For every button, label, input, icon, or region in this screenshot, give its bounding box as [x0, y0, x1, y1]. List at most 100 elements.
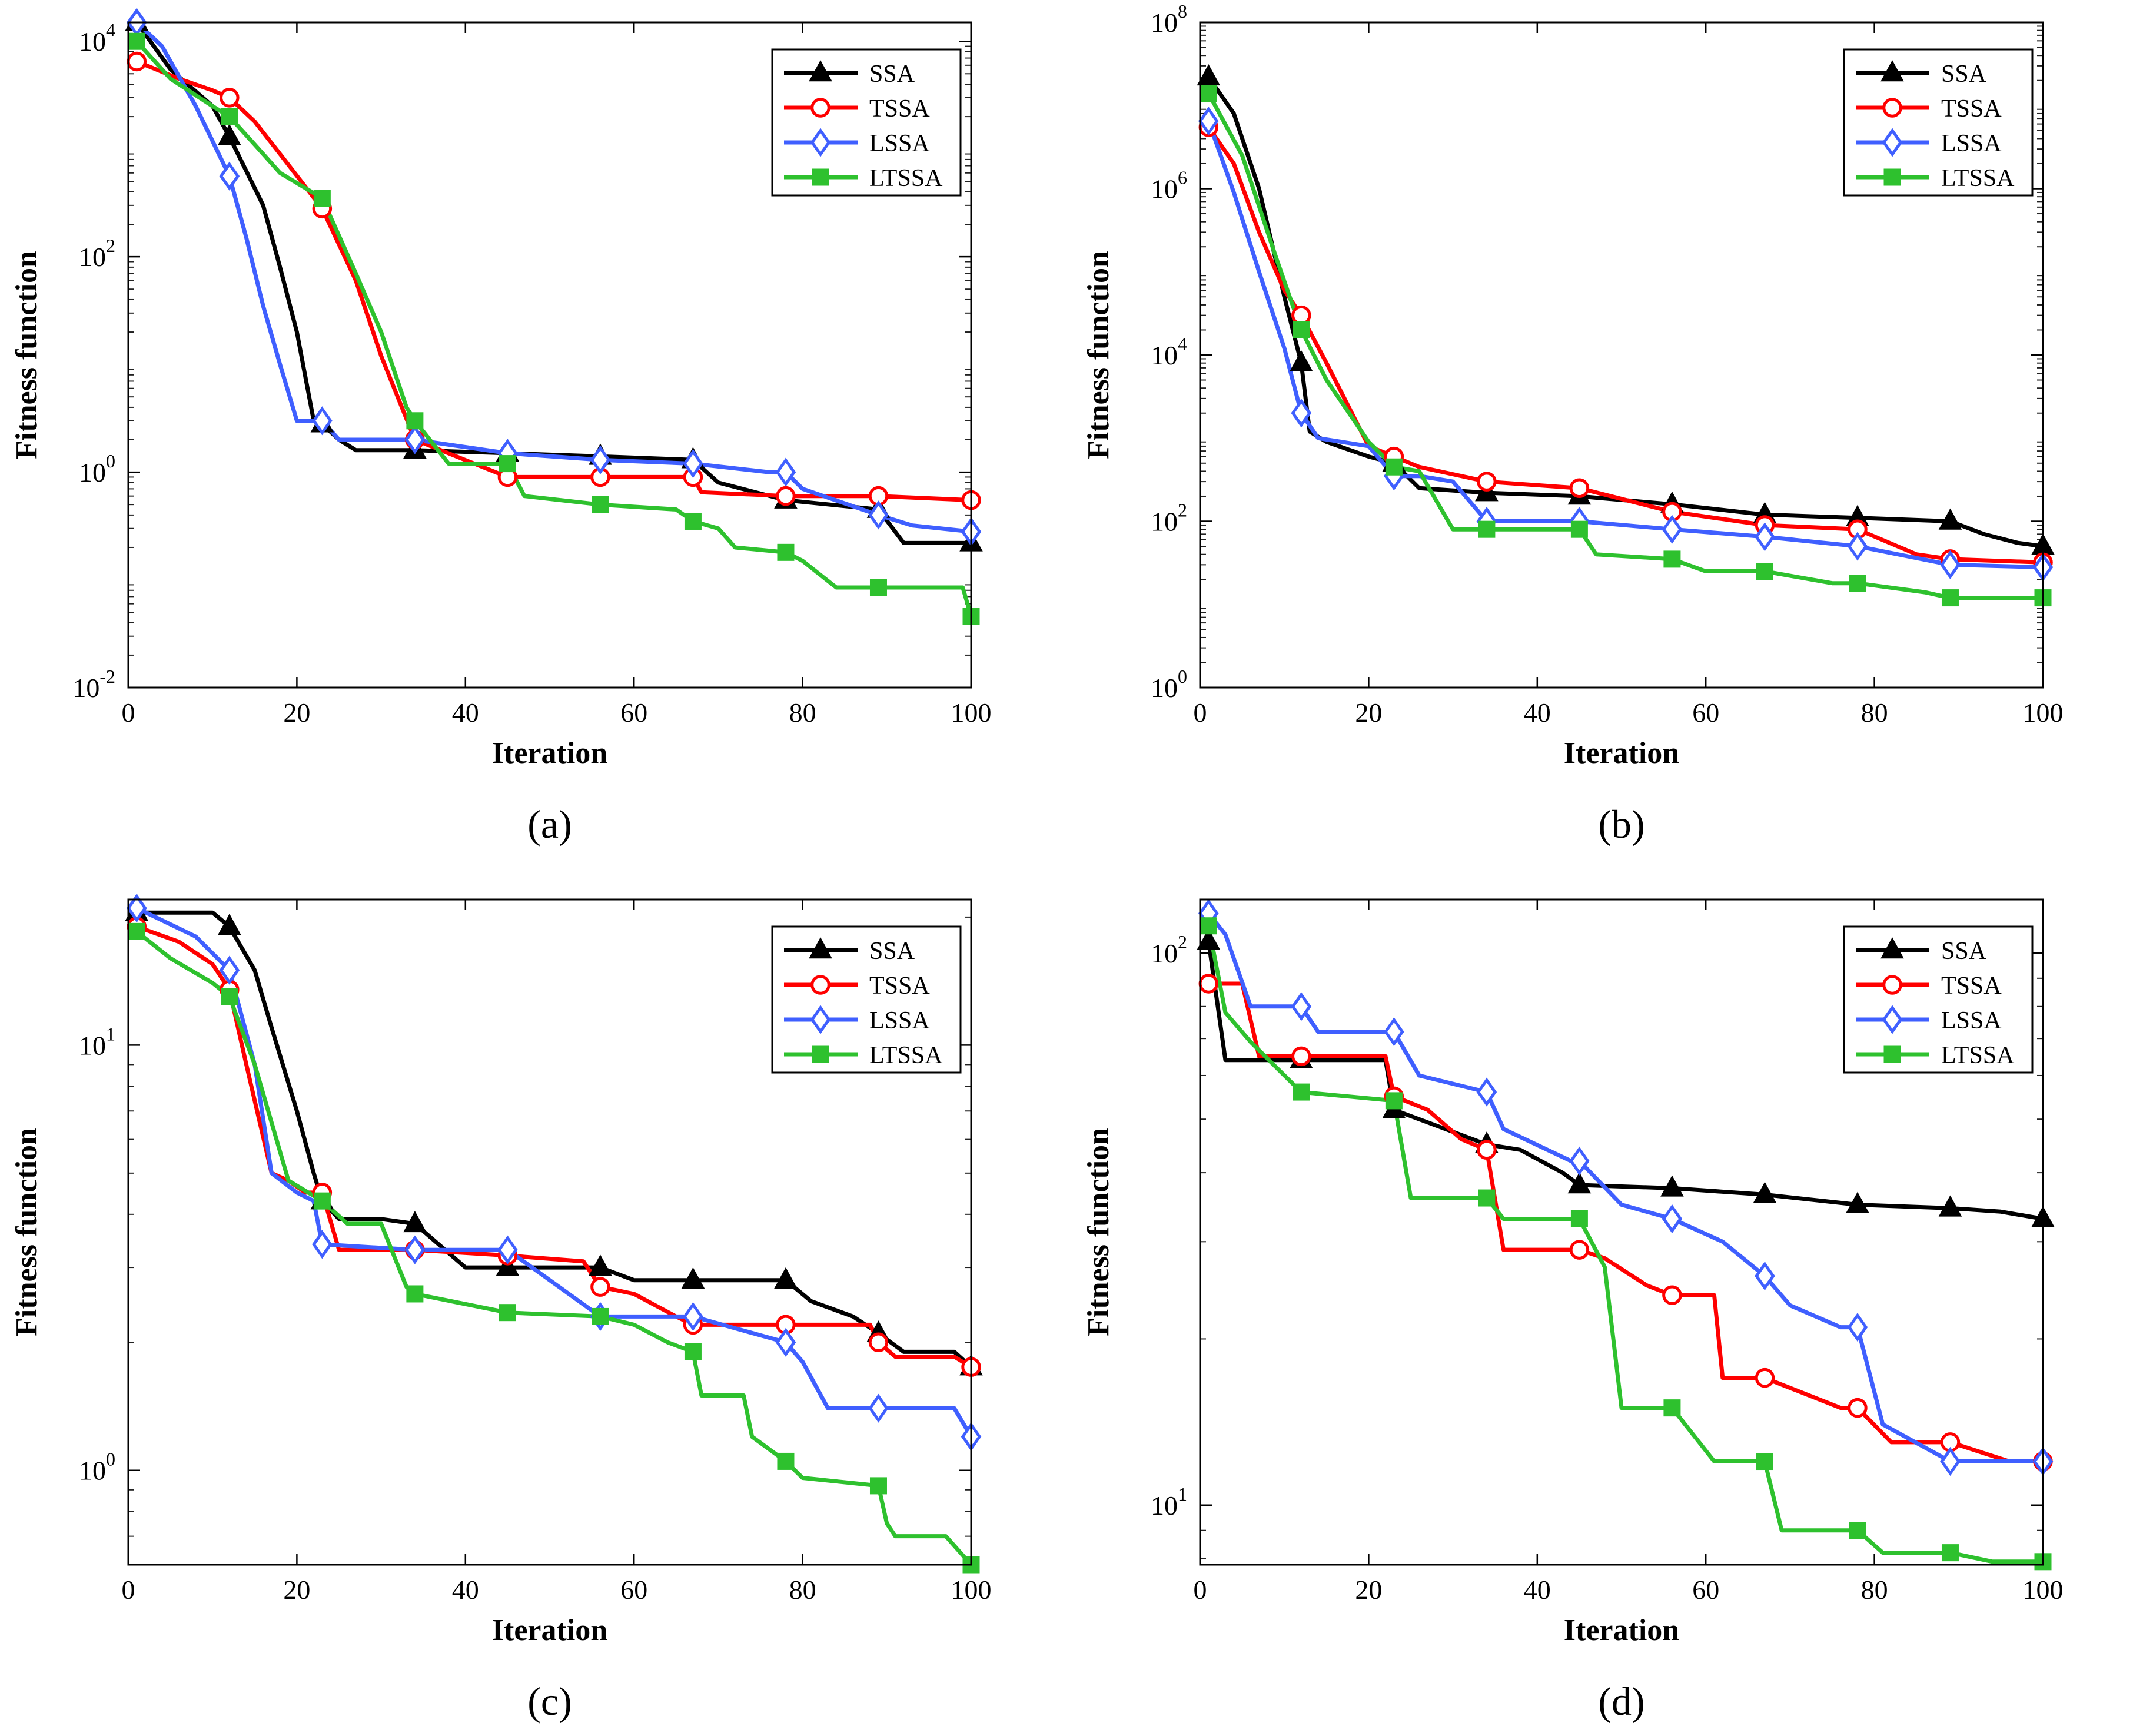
- marker-ltssa: [406, 1285, 424, 1303]
- legend-marker-ssa: [1880, 937, 1904, 959]
- marker-tssa: [590, 1277, 610, 1297]
- y-tick-label: 102: [79, 235, 115, 272]
- marker-tssa: [868, 1332, 889, 1353]
- marker-lssa: [312, 406, 333, 436]
- marker-ltssa: [1663, 550, 1681, 568]
- marker-lssa: [1384, 1017, 1404, 1047]
- marker-ltssa: [1478, 520, 1496, 538]
- legend-label: TSSA: [869, 95, 930, 122]
- marker-lssa: [775, 457, 796, 487]
- marker-ltssa: [1941, 589, 1959, 607]
- marker-lssa: [219, 161, 240, 191]
- legend-marker-ssa: [1880, 60, 1904, 82]
- legend-label: SSA: [1941, 938, 1987, 965]
- legend-marker-ssa: [809, 60, 832, 82]
- panel-a: 0 20 40 60 80 100 10-2 100 102 104 Iteration Fitnes…: [0, 0, 1071, 865]
- marker-tssa: [127, 51, 147, 72]
- panel-label: (b): [1598, 802, 1644, 847]
- legend-label: LTSSA: [869, 165, 943, 192]
- x-tick-label: 40: [1524, 698, 1551, 728]
- marker-ssa: [1197, 64, 1221, 86]
- marker-ltssa: [313, 190, 331, 207]
- panel-c: 0 20 40 60 80 100 100 101 Iteration Fitness funct…: [0, 877, 1071, 1733]
- y-tick-label: 101: [79, 1023, 115, 1060]
- marker-ltssa: [221, 988, 238, 1005]
- marker-lssa: [1291, 399, 1312, 428]
- legend: SSA TSSA LSSA LTSSA: [1843, 925, 2034, 1074]
- legend: SSA TSSA LSSA LTSSA: [771, 48, 962, 197]
- x-tick-label: 40: [452, 698, 479, 728]
- marker-lssa: [1940, 1446, 1961, 1476]
- y-tick-label: 101: [1151, 1483, 1187, 1521]
- marker-ssa: [218, 914, 241, 935]
- marker-ltssa: [1570, 1210, 1588, 1227]
- legend-label: LTSSA: [869, 1042, 943, 1069]
- x-tick-label: 80: [789, 698, 816, 728]
- marker-ltssa: [221, 108, 238, 125]
- x-tick-label: 20: [283, 698, 310, 728]
- legend-label: LTSSA: [1941, 165, 2015, 192]
- markers: [1197, 898, 2055, 1571]
- panel-d: 0 20 40 60 80 100 101 102 Iteration Fitness funct…: [1072, 877, 2143, 1733]
- marker-ssa: [1846, 1191, 1869, 1213]
- marker-lssa: [1755, 1261, 1775, 1291]
- marker-ssa: [1197, 928, 1221, 950]
- marker-tssa: [1569, 1240, 1590, 1260]
- x-tick-label: 60: [1692, 698, 1719, 728]
- y-tick-label: 100: [79, 1449, 115, 1486]
- marker-tssa: [1291, 1046, 1311, 1067]
- marker-ltssa: [684, 512, 702, 530]
- marker-ltssa: [1849, 575, 1866, 592]
- marker-tssa: [1477, 1140, 1497, 1160]
- y-tick-label: 104: [1151, 333, 1187, 370]
- x-axis-title: Iteration: [1564, 736, 1679, 770]
- series-line-tssa: [1206, 125, 2045, 565]
- marker-lssa: [1198, 107, 1219, 136]
- x-tick-label: 20: [1355, 1575, 1382, 1605]
- y-axis: 101 102: [1151, 931, 2043, 1521]
- panel-label: (c): [527, 1679, 572, 1724]
- y-axis-title: Fitness function: [10, 251, 44, 459]
- marker-ssa: [403, 1211, 427, 1233]
- legend-marker-tssa: [810, 98, 830, 118]
- legend-label: LSSA: [1941, 130, 2002, 157]
- legend-marker-lssa: [810, 1005, 831, 1034]
- x-axis: 0 20 40 60 80 100: [1194, 899, 2064, 1605]
- y-axis-title: Fitness function: [10, 1128, 44, 1336]
- marker-ltssa: [1293, 1083, 1310, 1101]
- x-tick-label: 0: [122, 1575, 135, 1605]
- marker-tssa: [776, 486, 796, 506]
- marker-ssa: [1753, 1181, 1777, 1203]
- chart-c: 0 20 40 60 80 100 100 101 Iteration Fitness funct…: [10, 894, 992, 1724]
- marker-ltssa: [406, 412, 424, 430]
- marker-ltssa: [777, 543, 795, 561]
- legend-marker-ltssa: [1883, 168, 1901, 186]
- legend-marker-tssa: [1882, 98, 1902, 118]
- panel-label: (a): [527, 802, 572, 847]
- legend-marker-lssa: [810, 128, 831, 157]
- y-axis: 10-2 100 102 104: [72, 19, 971, 703]
- marker-ltssa: [1849, 1522, 1866, 1539]
- marker-ltssa: [313, 1192, 331, 1210]
- y-tick-label: 102: [1151, 931, 1187, 968]
- panel-label: (d): [1598, 1679, 1644, 1724]
- y-tick-label: 102: [1151, 500, 1187, 537]
- y-axis-title: Fitness function: [1082, 1128, 1115, 1336]
- x-axis-title: Iteration: [492, 736, 607, 770]
- x-tick-label: 20: [1355, 698, 1382, 728]
- x-tick-label: 80: [789, 1575, 816, 1605]
- legend-marker-lssa: [1882, 1005, 1903, 1034]
- chart-b: 0 20 40 60 80 100 100 102 104 106 108 Iteration Fitn…: [1082, 1, 2064, 847]
- x-tick-label: 100: [951, 698, 992, 728]
- x-tick-label: 60: [620, 1575, 647, 1605]
- marker-lssa: [404, 425, 426, 454]
- marker-ltssa: [499, 455, 516, 473]
- marker-ssa: [1290, 350, 1313, 371]
- marker-ltssa: [592, 496, 609, 513]
- legend-marker-tssa: [810, 975, 830, 995]
- marker-lssa: [1662, 1204, 1683, 1234]
- x-tick-label: 60: [1692, 1575, 1719, 1605]
- legend-label: LSSA: [869, 130, 930, 157]
- series-line-ssa: [1206, 939, 2045, 1221]
- marker-ltssa: [684, 1343, 702, 1360]
